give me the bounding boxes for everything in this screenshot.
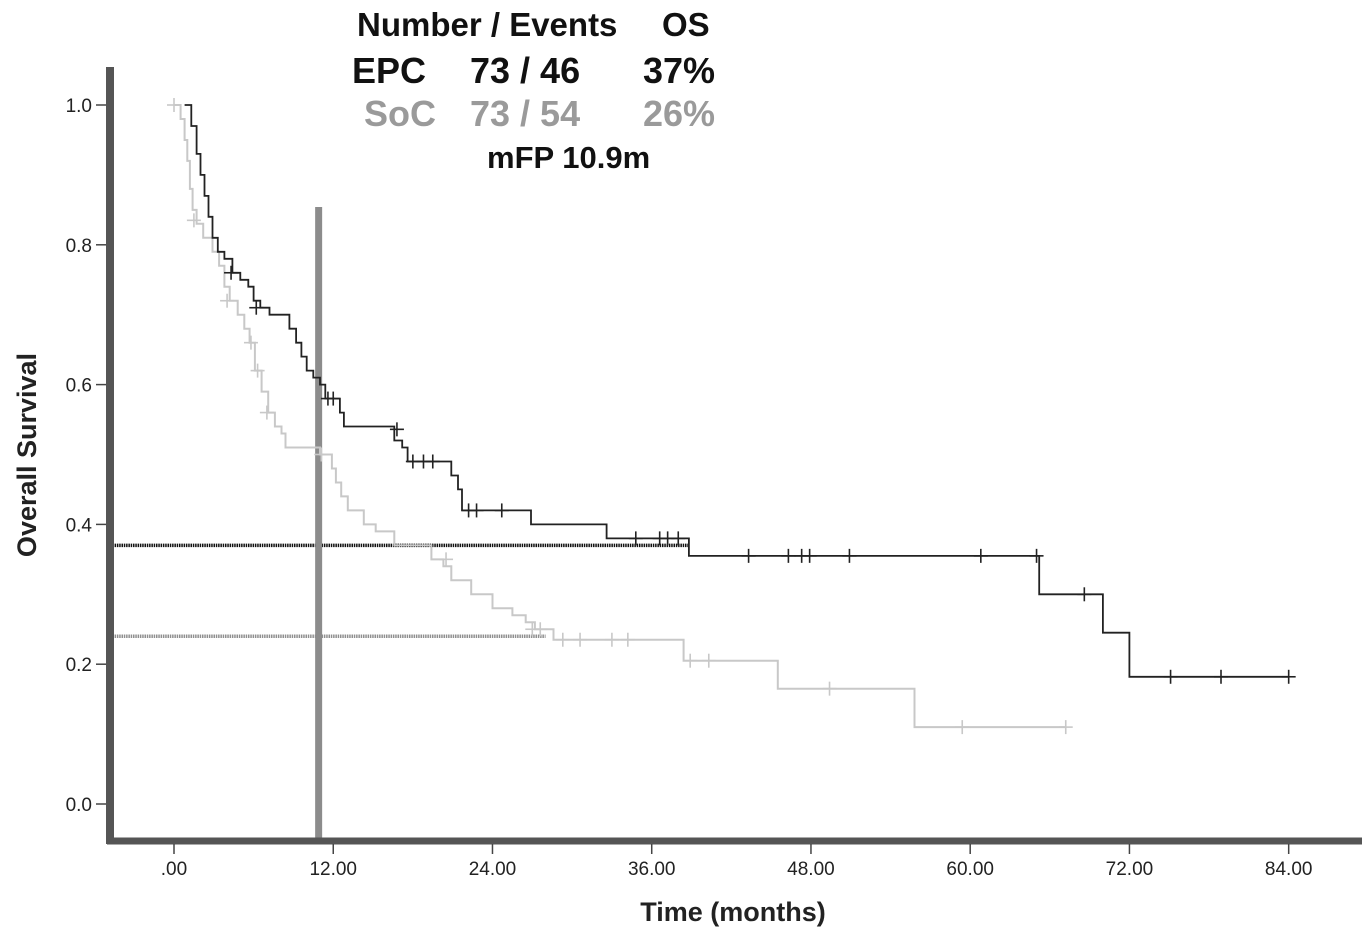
median-fp-label: mFP 10.9m <box>487 140 651 175</box>
censor-mark-epc <box>224 265 239 280</box>
censor-mark-epc <box>842 548 857 563</box>
censor-mark-epc <box>1077 587 1092 602</box>
y-tick-label: 1.0 <box>66 96 92 117</box>
censor-mark-epc <box>249 300 264 315</box>
x-tick-label: 72.00 <box>1106 859 1154 880</box>
km-curve-epc <box>184 104 1289 678</box>
x-tick-label: 36.00 <box>628 859 676 880</box>
censor-mark-epc <box>389 422 404 437</box>
censor-mark-epc <box>1281 669 1296 684</box>
censor-mark-epc <box>628 531 643 546</box>
header-os: OS <box>662 6 710 43</box>
censor-mark-epc <box>1029 548 1044 563</box>
censor-mark-soc <box>620 632 635 647</box>
x-tick-label: 84.00 <box>1265 859 1313 880</box>
censor-mark-epc <box>469 503 484 518</box>
group-name-epc: EPC <box>352 50 427 91</box>
x-tick-label: 48.00 <box>787 859 835 880</box>
censor-mark-soc <box>439 552 454 567</box>
censor-mark-soc <box>701 653 716 668</box>
censor-mark-epc <box>741 548 756 563</box>
censor-mark-soc <box>186 213 201 228</box>
censor-mark-soc <box>243 335 258 350</box>
group-name-soc: SoC <box>364 93 436 134</box>
header-number-events: Number / Events <box>357 6 618 43</box>
censor-mark-soc <box>167 98 181 112</box>
group-os-epc: 37% <box>643 50 716 91</box>
y-tick-label: 0.0 <box>66 795 92 816</box>
censor-mark-soc <box>533 622 548 637</box>
censor-mark-soc <box>955 720 970 735</box>
x-axis-title: Time (months) <box>640 897 826 927</box>
y-tick-label: 0.2 <box>66 655 92 676</box>
x-tick-label: 24.00 <box>469 859 517 880</box>
censor-mark-epc <box>425 454 440 469</box>
censor-mark-epc <box>326 391 341 406</box>
group-number-events-soc: 73 / 54 <box>470 93 581 134</box>
y-tick-label: 0.8 <box>66 236 92 257</box>
y-axis-title: Overall Survival <box>12 353 42 557</box>
censor-mark-soc <box>604 632 619 647</box>
censor-mark-epc <box>494 503 509 518</box>
censor-mark-soc <box>555 632 570 647</box>
censor-mark-soc <box>220 293 235 308</box>
x-tick-label: .00 <box>161 859 187 880</box>
censor-mark-epc <box>1214 669 1229 684</box>
censor-mark-epc <box>1163 669 1178 684</box>
censor-mark-epc <box>781 548 796 563</box>
censor-mark-epc <box>671 531 686 546</box>
censor-mark-soc <box>822 681 837 696</box>
group-number-events-epc: 73 / 46 <box>470 50 581 91</box>
censor-mark-soc <box>1058 720 1073 735</box>
group-os-soc: 26% <box>643 93 716 134</box>
censor-mark-soc <box>314 447 329 462</box>
censor-mark-soc <box>683 653 698 668</box>
censor-mark-epc <box>802 548 817 563</box>
y-tick-label: 0.4 <box>66 515 93 536</box>
km-curve-soc <box>174 104 1066 729</box>
y-tick-label: 0.6 <box>66 376 92 397</box>
x-tick-label: 60.00 <box>946 859 994 880</box>
censor-mark-epc <box>973 548 988 563</box>
censor-mark-soc <box>259 405 274 420</box>
censor-mark-soc <box>573 632 588 647</box>
x-tick-label: 12.00 <box>309 859 357 880</box>
censor-mark-soc <box>250 363 265 378</box>
